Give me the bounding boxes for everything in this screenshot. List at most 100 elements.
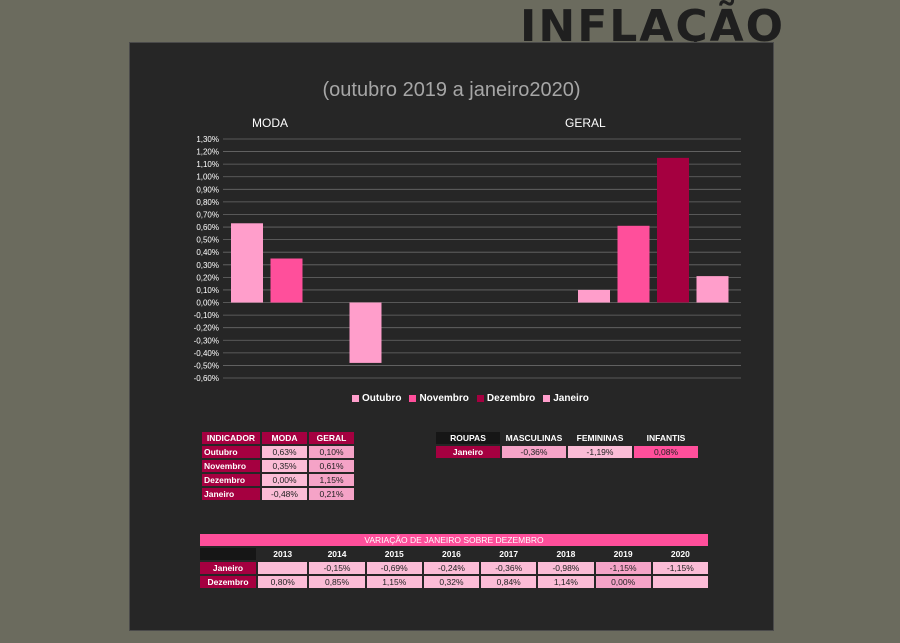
table-cell: -0,36% <box>502 446 566 458</box>
table-row: Dezembro 0,00% 1,15% <box>202 474 354 486</box>
table-cell: -0,24% <box>423 562 480 574</box>
table-header-row: 2013 2014 2015 2016 2017 2018 2019 2020 <box>200 548 708 560</box>
table-cell: 0,10% <box>309 446 354 458</box>
table-cell: -0,69% <box>366 562 422 574</box>
header-cell: MASCULINAS <box>505 433 563 443</box>
group-label-geral: GERAL <box>565 116 606 130</box>
y-tick-label: 0,00% <box>196 299 219 308</box>
y-tick-label: 0,30% <box>196 261 219 270</box>
header-cell: ROUPAS <box>436 432 500 444</box>
table-row: Janeiro -0,36% -1,19% 0,08% <box>436 446 698 458</box>
table-cell: 0,35% <box>262 460 307 472</box>
table-cell: 0,63% <box>262 446 307 458</box>
table-header-row: ROUPAS MASCULINAS FEMININAS INFANTIS <box>436 432 698 444</box>
legend-swatch <box>352 395 359 402</box>
legend-item-novembro: Novembro <box>409 393 469 404</box>
header-cell: GERAL <box>309 432 354 444</box>
legend-item-outubro: Outubro <box>352 393 401 404</box>
table-cell: 0,85% <box>309 576 365 588</box>
row-label: Dezembro <box>200 576 256 588</box>
table-cell: -0,48% <box>262 488 307 500</box>
row-label: Janeiro <box>202 488 260 500</box>
y-tick-label: 1,30% <box>196 135 219 144</box>
y-tick-label: -0,20% <box>194 324 219 333</box>
table-cell: -1,15% <box>652 562 708 574</box>
y-tick-label: -0,60% <box>194 374 219 383</box>
header-cell: MODA <box>262 432 307 444</box>
bar-outubro <box>578 289 610 303</box>
table-cell: 0,00% <box>262 474 307 486</box>
bar-janeiro <box>696 276 729 303</box>
chart-legend: Outubro Novembro Dezembro Janeiro <box>352 393 589 404</box>
table-row: Janeiro -0,48% 0,21% <box>202 488 354 500</box>
bar-chart: 1,30% 1,20% 1,10% 1,00% 0,90% 0,80% 0,70% 0,60%… <box>194 135 741 383</box>
legend-label: Novembro <box>419 393 469 404</box>
variacao-table: VARIAÇÃO DE JANEIRO SOBRE DEZEMBRO 2013 … <box>198 532 710 590</box>
table-row: Novembro 0,35% 0,61% <box>202 460 354 472</box>
page-title: INFLAÇÃO <box>520 1 786 42</box>
header-cell: INDICADOR <box>202 432 260 444</box>
table-cell: 1,15% <box>366 576 422 588</box>
table-cell: -0,15% <box>309 562 365 574</box>
roupas-table: ROUPAS MASCULINAS FEMININAS INFANTIS Jan… <box>434 430 700 460</box>
table-cell: 0,61% <box>309 460 354 472</box>
year-header: 2019 <box>613 549 633 559</box>
year-header: 2017 <box>499 549 519 559</box>
table-cell: 1,15% <box>309 474 354 486</box>
dashboard-panel: (outubro 2019 a janeiro2020) MODA GERAL … <box>129 42 774 631</box>
y-tick-label: -0,40% <box>194 349 219 358</box>
table-cell: -1,15% <box>595 562 651 574</box>
group-label-moda: MODA <box>252 116 288 130</box>
y-tick-label: 0,40% <box>196 248 219 257</box>
y-tick-label: 0,60% <box>196 223 219 232</box>
row-label: Dezembro <box>202 474 260 486</box>
row-label: Outubro <box>202 446 260 458</box>
table-cell: 0,08% <box>634 446 698 458</box>
legend-label: Dezembro <box>486 393 536 404</box>
y-tick-label: 1,10% <box>196 160 219 169</box>
year-header: 2020 <box>670 549 690 559</box>
year-header: 2014 <box>327 549 347 559</box>
table-title-row: VARIAÇÃO DE JANEIRO SOBRE DEZEMBRO <box>200 534 708 546</box>
year-header: 2015 <box>384 549 404 559</box>
header-cell: FEMININAS <box>576 433 624 443</box>
legend-item-janeiro: Janeiro <box>543 393 589 404</box>
indicador-table: INDICADOR MODA GERAL Outubro 0,63% 0,10%… <box>200 430 356 502</box>
table-cell <box>258 562 308 574</box>
y-tick-label: 1,00% <box>196 173 219 182</box>
bar-outubro <box>231 223 263 303</box>
year-header: 2013 <box>273 549 293 559</box>
variacao-title: VARIAÇÃO DE JANEIRO SOBRE DEZEMBRO <box>200 534 708 546</box>
table-cell: 0,80% <box>258 576 308 588</box>
y-tick-label: -0,30% <box>194 336 219 345</box>
y-tick-label: 1,20% <box>196 148 219 157</box>
table-cell: -1,19% <box>568 446 632 458</box>
table-row: Dezembro 0,80% 0,85% 1,15% 0,32% 0,84% 1… <box>200 576 708 588</box>
bar-dezembro <box>657 157 689 303</box>
row-label: Janeiro <box>200 562 256 574</box>
table-cell: 0,84% <box>481 576 537 588</box>
y-tick-label: 0,80% <box>196 198 219 207</box>
table-header-row: INDICADOR MODA GERAL <box>202 432 354 444</box>
header-cell-empty <box>200 548 256 560</box>
table-cell: -0,36% <box>481 562 537 574</box>
table-cell: 1,14% <box>538 576 594 588</box>
bar-novembro <box>617 225 650 303</box>
year-header: 2016 <box>442 549 461 559</box>
table-cell: 0,21% <box>309 488 354 500</box>
y-tick-label: 0,20% <box>196 273 219 282</box>
table-row: Janeiro -0,15% -0,69% -0,24% -0,36% -0,9… <box>200 562 708 574</box>
chart-title: (outubro 2019 a janeiro2020) <box>322 79 581 101</box>
legend-label: Outubro <box>362 393 402 404</box>
y-tick-label: -0,10% <box>194 311 219 320</box>
table-cell: -0,98% <box>538 562 594 574</box>
legend-swatch <box>476 395 484 402</box>
legend-label: Janeiro <box>553 393 589 404</box>
bar-janeiro <box>349 302 382 363</box>
row-label: Novembro <box>202 460 260 472</box>
row-label: Janeiro <box>436 446 500 458</box>
y-tick-label: 0,50% <box>196 236 219 245</box>
y-tick-label: -0,50% <box>194 361 219 370</box>
table-cell: 0,32% <box>423 576 480 588</box>
y-tick-label: 0,70% <box>196 210 219 219</box>
